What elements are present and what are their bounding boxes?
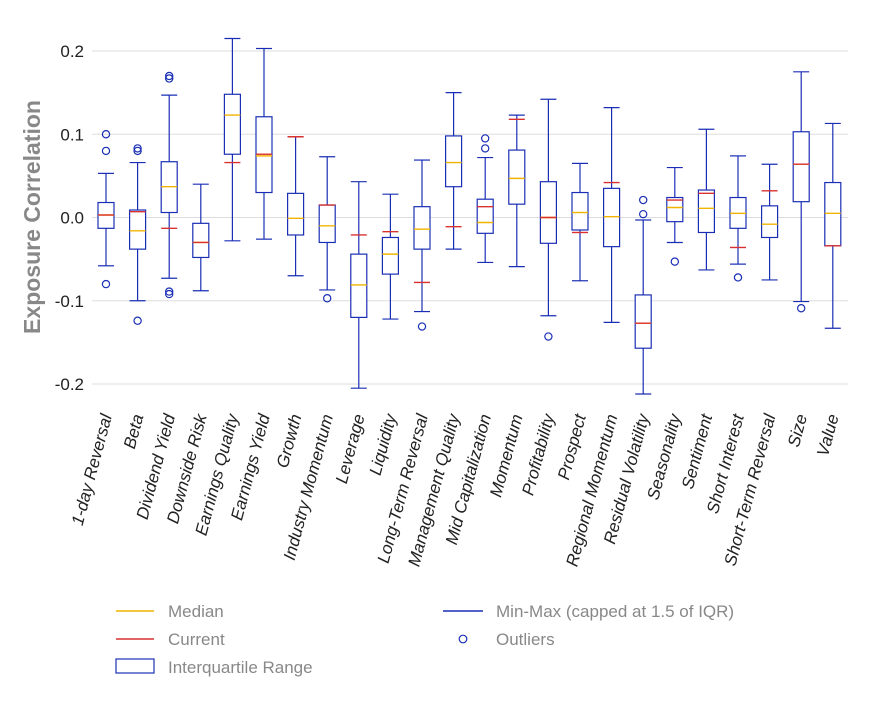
box-item [792,71,810,313]
x-tick-label: Leverage [332,412,369,485]
legend-iqr-label: Interquartile Range [168,658,313,677]
outlier-point [101,130,111,139]
box-item [824,122,842,329]
iqr-box [476,198,494,234]
y-tick-label: 0.0 [60,209,84,228]
iqr-box [350,253,368,319]
iqr-box [413,206,431,250]
box-item [318,156,336,303]
outlier-point [164,287,174,296]
box-item [476,134,494,264]
iqr-box [287,192,305,236]
box-item [760,163,779,281]
outlier-point [417,322,427,331]
y-tick-labels: 0.2 0.1 0.0 -0.1 -0.2 [55,42,84,394]
box-item [445,92,463,250]
box-item [602,107,621,323]
box-item [539,98,558,341]
box-item [729,155,747,282]
box-item [350,181,368,389]
outlier-point [544,332,553,341]
outlier-point [323,294,332,303]
outlier-point [481,134,490,143]
y-tick-label: -0.2 [55,375,84,394]
boxes [97,37,842,395]
box-item [255,47,273,240]
box-item [160,71,178,299]
y-axis-label: Exposure Correlation [19,100,45,334]
iqr-box [602,187,621,248]
legend-median-label: Median [168,602,224,621]
iqr-box [508,149,526,205]
box-item [508,114,526,268]
box-item [287,136,305,277]
outlier-point [481,144,490,153]
iqr-box [666,196,684,223]
box-item [192,183,210,292]
x-tick-label: 1-day Reversal [68,411,116,528]
outlier-point [101,146,111,156]
y-tick-label: 0.1 [60,125,84,144]
y-tick-label: -0.1 [55,292,84,311]
legend-iqr-swatch [115,658,155,674]
box-item [697,128,716,271]
iqr-box [697,189,716,234]
outlier-point [133,316,142,325]
iqr-box [792,131,810,203]
outlier-point [639,209,648,219]
x-tick-label: Value [813,412,842,458]
x-tick-label: Size [784,412,811,449]
outlier-point [164,289,174,299]
x-tick-label: Beta [120,412,147,451]
x-tick-label: Growth [273,412,306,470]
iqr-box [192,222,210,259]
outlier-point [164,71,174,81]
outlier-point [639,195,648,205]
iqr-box [129,209,147,250]
legend-outlier-label: Outliers [496,630,555,649]
box-item [666,166,684,266]
y-tick-label: 0.2 [60,42,84,61]
iqr-box [223,93,241,155]
outlier-point [670,257,680,266]
box-item [634,195,652,395]
x-tick-label: Liquidity [366,411,401,478]
iqr-box [824,181,842,247]
iqr-box [539,181,558,244]
x-tick-label: Prospect [554,411,590,482]
iqr-box [760,205,779,239]
legend-current-label: Current [168,630,225,649]
box-item [97,130,115,289]
iqr-box [634,294,652,349]
iqr-box [381,236,399,275]
outlier-point [164,74,174,83]
outlier-point [101,279,111,289]
gridlines [92,50,848,385]
box-item [223,37,241,242]
legend-whisker-label: Min-Max (capped at 1.5 of IQR) [496,602,734,621]
iqr-box [445,135,463,188]
box-item [571,162,589,282]
legend: Median Current Interquartile Range Min-Max … [115,602,734,677]
box-item [129,144,147,325]
outlier-point [133,144,142,153]
outlier-point [133,146,142,156]
iqr-box [571,191,589,231]
outlier-point [733,273,743,282]
iqr-box [318,204,336,244]
box-item [413,159,431,331]
box-item [381,193,399,320]
legend-outlier-swatch [458,634,468,644]
outlier-point [797,304,806,313]
